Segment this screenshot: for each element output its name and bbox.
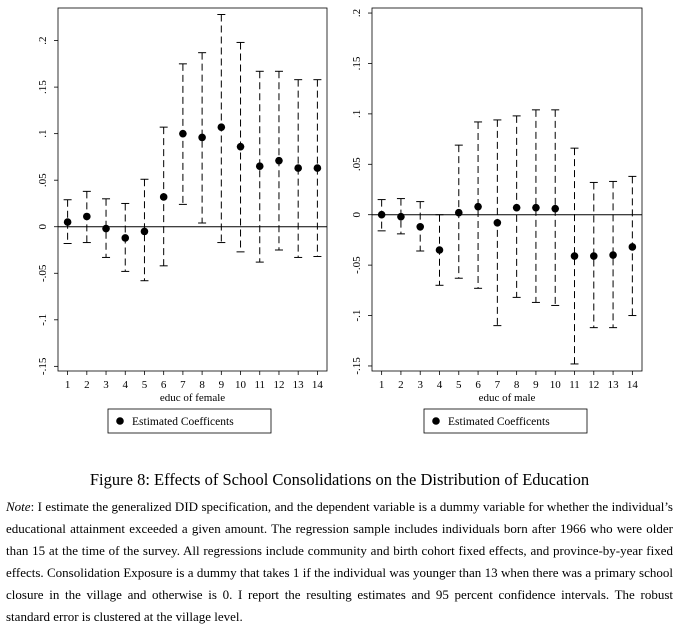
legend-label: Estimated Coefficents <box>448 416 550 428</box>
legend-box <box>107 408 272 434</box>
estimate-point <box>493 218 502 227</box>
y-tick-label: -.1 <box>351 310 363 322</box>
y-tick-label: -.15 <box>37 357 49 375</box>
estimate-point <box>532 203 540 212</box>
x-tick-label: 10 <box>550 379 562 391</box>
estimate-point <box>512 203 521 212</box>
x-tick-label: 13 <box>293 379 305 391</box>
legend-box <box>423 408 588 434</box>
x-tick-label: 3 <box>103 379 109 391</box>
x-tick-label: 1 <box>379 379 385 391</box>
x-axis-label: educ of female <box>160 392 225 404</box>
figure-charts: -.15-.1-.050.05.1.15.21 2 3 4 5 6 7 8 9 10 11 12 13 1… <box>37 7 643 434</box>
estimate-point <box>217 123 226 131</box>
estimate-point <box>313 164 322 172</box>
y-tick-label: 0 <box>37 223 49 229</box>
estimate-point <box>416 223 425 231</box>
estimate-point <box>198 133 206 142</box>
estimate-point <box>551 204 560 213</box>
y-tick-label: -.1 <box>37 314 49 326</box>
y-tick-label: -.05 <box>37 264 49 282</box>
y-tick-label: .05 <box>37 173 49 187</box>
x-tick-label: 12 <box>588 379 599 391</box>
x-tick-label: 6 <box>475 379 481 391</box>
x-tick-label: 11 <box>569 379 580 391</box>
x-tick-label: 14 <box>312 379 324 391</box>
legend: Estimated Coefficents <box>107 408 272 434</box>
chart-panel-2: -.15-.1-.050.05.1.15.21 2 3 4 5 6 7 8 9 10 11 12 13 1… <box>351 7 643 434</box>
note-text: : I estimate the generalized DID specifi… <box>6 499 673 624</box>
y-tick-label: .15 <box>37 80 49 94</box>
y-tick-label: .15 <box>351 56 363 70</box>
plot-frame <box>57 7 328 372</box>
x-tick-label: 8 <box>514 379 520 391</box>
plot-frame <box>371 7 643 372</box>
y-tick-label: .1 <box>351 110 363 118</box>
legend-marker <box>116 417 124 425</box>
estimate-point <box>435 246 444 254</box>
x-tick-label: 5 <box>142 379 148 391</box>
y-tick-label: 0 <box>351 211 363 217</box>
x-tick-label: 4 <box>437 379 443 391</box>
estimate-point <box>236 142 245 151</box>
x-tick-label: 1 <box>65 379 71 391</box>
estimate-point <box>570 252 579 260</box>
estimate-point <box>377 210 386 219</box>
y-tick-label: .05 <box>351 157 363 171</box>
x-tick-label: 6 <box>161 379 167 391</box>
x-tick-label: 7 <box>495 379 501 391</box>
x-tick-label: 2 <box>398 379 404 391</box>
legend-label: Estimated Coefficents <box>132 416 234 428</box>
figure-caption: Figure 8: Effects of School Consolidatio… <box>6 470 673 628</box>
x-tick-label: 2 <box>84 379 90 391</box>
x-tick-label: 3 <box>417 379 423 391</box>
x-tick-label: 10 <box>235 379 247 391</box>
x-tick-label: 9 <box>219 379 225 391</box>
y-tick-label: .1 <box>37 130 49 138</box>
estimate-point <box>454 208 463 217</box>
estimate-point <box>474 202 482 211</box>
x-tick-label: 11 <box>254 379 265 391</box>
x-tick-label: 13 <box>608 379 620 391</box>
estimate-point <box>609 251 617 259</box>
x-axis-label: educ of male <box>479 392 536 404</box>
estimate-point <box>159 193 168 201</box>
y-tick-label: -.05 <box>351 256 363 274</box>
legend-marker <box>432 417 440 425</box>
estimate-point <box>63 218 72 226</box>
x-tick-label: 14 <box>627 379 639 391</box>
estimate-point <box>397 212 405 221</box>
figure-title: Figure 8: Effects of School Consolidatio… <box>89 470 590 489</box>
x-tick-label: 8 <box>199 379 205 391</box>
estimate-point <box>83 212 91 221</box>
legend: Estimated Coefficents <box>423 408 588 434</box>
figure-note: Note: I estimate the generalized DID spe… <box>6 496 673 628</box>
x-tick-label: 12 <box>273 379 284 391</box>
estimate-point <box>179 129 187 138</box>
estimate-point <box>140 227 149 236</box>
y-tick-label: -.15 <box>351 357 363 375</box>
estimate-point <box>589 252 598 260</box>
x-tick-label: 9 <box>533 379 539 391</box>
y-tick-label: .2 <box>351 9 363 17</box>
y-tick-label: .2 <box>37 36 49 44</box>
x-tick-label: 7 <box>180 379 186 391</box>
chart-panel-1: -.15-.1-.050.05.1.15.21 2 3 4 5 6 7 8 9 10 11 12 13 1… <box>37 7 328 434</box>
note-lead: Note <box>6 499 31 514</box>
estimate-point <box>275 156 283 165</box>
estimate-point <box>628 243 637 251</box>
x-tick-label: 5 <box>456 379 462 391</box>
estimate-point <box>121 234 130 242</box>
x-tick-label: 4 <box>123 379 129 391</box>
estimate-point <box>102 224 110 233</box>
estimate-point <box>294 164 302 172</box>
estimate-point <box>255 162 264 171</box>
